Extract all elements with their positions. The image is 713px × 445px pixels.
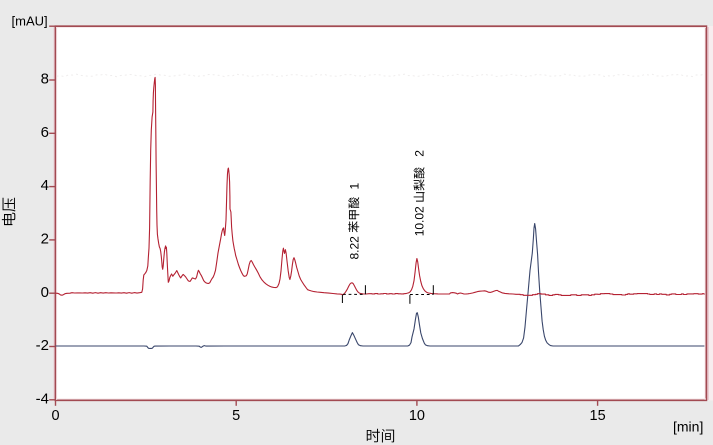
svg-text:10: 10 xyxy=(409,408,425,424)
svg-text:0: 0 xyxy=(41,284,49,301)
svg-text:[min]: [min] xyxy=(673,418,703,434)
svg-text:2: 2 xyxy=(413,150,427,157)
svg-text:15: 15 xyxy=(590,408,606,424)
svg-text:4: 4 xyxy=(41,177,49,194)
svg-text:0: 0 xyxy=(51,408,59,424)
svg-text:8: 8 xyxy=(41,71,49,88)
svg-text:-2: -2 xyxy=(36,337,49,354)
svg-text:2: 2 xyxy=(41,231,49,248)
svg-text:5: 5 xyxy=(232,408,240,424)
svg-text:-4: -4 xyxy=(36,390,49,407)
svg-text:1: 1 xyxy=(347,183,361,190)
svg-text:8.22: 8.22 xyxy=(347,236,361,260)
svg-text:10.02: 10.02 xyxy=(413,206,427,236)
svg-text:[mAU]: [mAU] xyxy=(12,13,48,28)
svg-text:6: 6 xyxy=(41,124,49,141)
